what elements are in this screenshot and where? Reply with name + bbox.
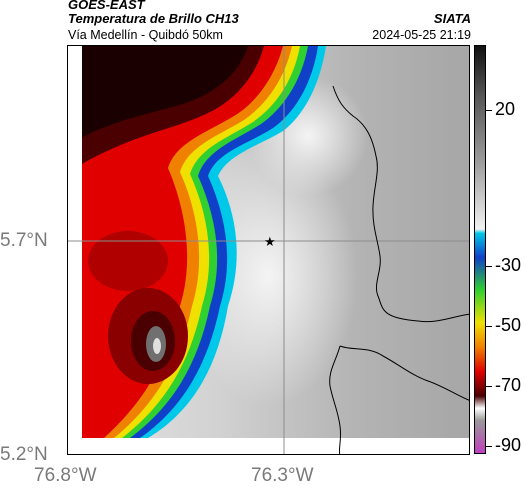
product-title: Temperatura de Brillo CH13 [68, 11, 239, 26]
colorbar-label-minus-70: -70 [495, 375, 522, 395]
temperature-colorbar [474, 45, 486, 454]
colorbar-tick [486, 386, 492, 387]
satellite-title: GOES-EAST [68, 0, 145, 12]
colorbar-label-minus-30: -30 [495, 255, 522, 275]
colorbar-tick [486, 446, 492, 447]
colorbar-label-20: 20 [495, 99, 516, 119]
colorbar-tick [486, 326, 492, 327]
colorbar-label-minus-90: -90 [495, 435, 522, 455]
lat-label-5.7: 5.7°N [0, 230, 48, 251]
route-subtitle: Vía Medellín - Quibdó 50km [68, 28, 223, 42]
colorbar-tick [486, 266, 492, 267]
lat-label-5.2: 5.2°N [0, 444, 48, 465]
lon-label-76.3: 76.3°W [251, 465, 314, 486]
organization-label: SIATA [433, 11, 471, 26]
colorbar-label-minus-50: -50 [495, 315, 522, 335]
colorbar-tick [486, 110, 492, 111]
star-marker-icon: ★ [264, 235, 276, 250]
satellite-map[interactable]: ★ [67, 45, 470, 455]
datetime-label: 2024-05-25 21:19 [372, 28, 471, 42]
lon-label-76.8: 76.8°W [34, 465, 97, 486]
brightness-temperature-layer: ★ [68, 46, 469, 454]
